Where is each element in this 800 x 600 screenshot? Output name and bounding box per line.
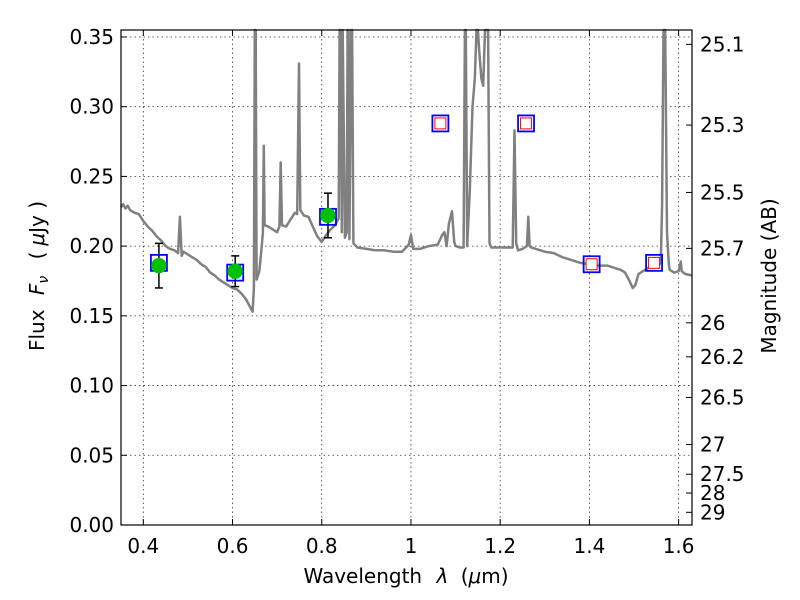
- y-right-tick-label: 25.3: [700, 113, 745, 137]
- y-right-tick-label: 27: [700, 433, 725, 457]
- y-axis-label-unit-mu: μ: [25, 233, 49, 247]
- y-right-tick-label: 25.7: [700, 236, 745, 260]
- y-axis-label-text: Flux: [25, 309, 49, 351]
- x-tick-label: 1: [405, 534, 418, 558]
- y-axis-label-unit-open: (: [25, 252, 49, 260]
- x-tick-label: 1.2: [484, 534, 516, 558]
- y-right-tick-label: 25.1: [700, 32, 745, 56]
- y-tick-label: 0.35: [69, 25, 114, 49]
- y-right-tick-label: 26: [700, 311, 725, 335]
- x-axis-label: Wavelength λ (μm): [303, 564, 508, 588]
- plot-frame: [120, 29, 693, 526]
- x-axis-label-unit-close: m): [481, 564, 508, 588]
- y-tick-label: 0.15: [69, 304, 114, 328]
- x-tick-label: 1.6: [663, 534, 695, 558]
- photometry-markers: [150, 114, 663, 289]
- model-photometry-box: [431, 114, 450, 133]
- y-tick-label: 0.00: [69, 513, 114, 537]
- model-spectrum: [120, 28, 693, 313]
- y-right-tick-label: 25.5: [700, 180, 745, 204]
- y-axis-label-symbol: F: [25, 283, 49, 295]
- y-tick-label: 0.30: [69, 95, 114, 119]
- model-photometry-inner-box: [585, 258, 598, 271]
- y-tick-label: 0.05: [69, 443, 114, 467]
- model-spectrum-line: [120, 28, 693, 313]
- axis-ticks: 0.4 0.6 0.8 1 1.2 1.4 1.6 0.00 0.05 0.10 0.15 0.20 0…: [69, 25, 744, 558]
- model-photometry-box: [517, 114, 535, 133]
- y-right-tick-label: 29: [700, 500, 725, 524]
- model-photometry-inner-box: [434, 117, 447, 130]
- y-tick-label: 0.25: [69, 164, 114, 188]
- x-tick-label: 1.4: [573, 534, 605, 558]
- model-photometry-inner-box: [520, 117, 533, 130]
- x-tick-label: 0.6: [217, 534, 249, 558]
- y-axis-label-unit-close: Jy ): [25, 201, 49, 235]
- y-axis-label-symbol-sub: ν: [36, 276, 52, 284]
- observed-point: [151, 257, 167, 274]
- y-right-tick-label: 28: [700, 481, 725, 505]
- grid-lines: [121, 30, 692, 526]
- y-right-tick-label: 27.5: [700, 462, 745, 486]
- x-tick-label: 0.4: [127, 534, 159, 558]
- y-axis-right-label: Magnitude (AB): [757, 198, 781, 353]
- y-axis-label: Flux Fν ( μJy ): [25, 201, 53, 351]
- x-axis-label-symbol: λ: [435, 564, 448, 588]
- x-tick-label: 0.8: [306, 534, 338, 558]
- observed-point: [320, 207, 336, 224]
- y-right-tick-label: 26.5: [700, 385, 745, 409]
- x-axis-label-text: Wavelength: [303, 564, 422, 588]
- model-photometry-box: [645, 253, 663, 272]
- y-right-tick-label: 26.2: [700, 345, 745, 369]
- model-photometry-box: [582, 255, 601, 274]
- x-axis-label-unit-mu: μ: [468, 564, 482, 588]
- y-tick-label: 0.10: [69, 374, 114, 398]
- x-axis-label-unit-open: (: [461, 564, 469, 588]
- y-tick-label: 0.20: [69, 234, 114, 258]
- model-photometry-inner-box: [648, 256, 661, 269]
- observed-point: [227, 263, 243, 279]
